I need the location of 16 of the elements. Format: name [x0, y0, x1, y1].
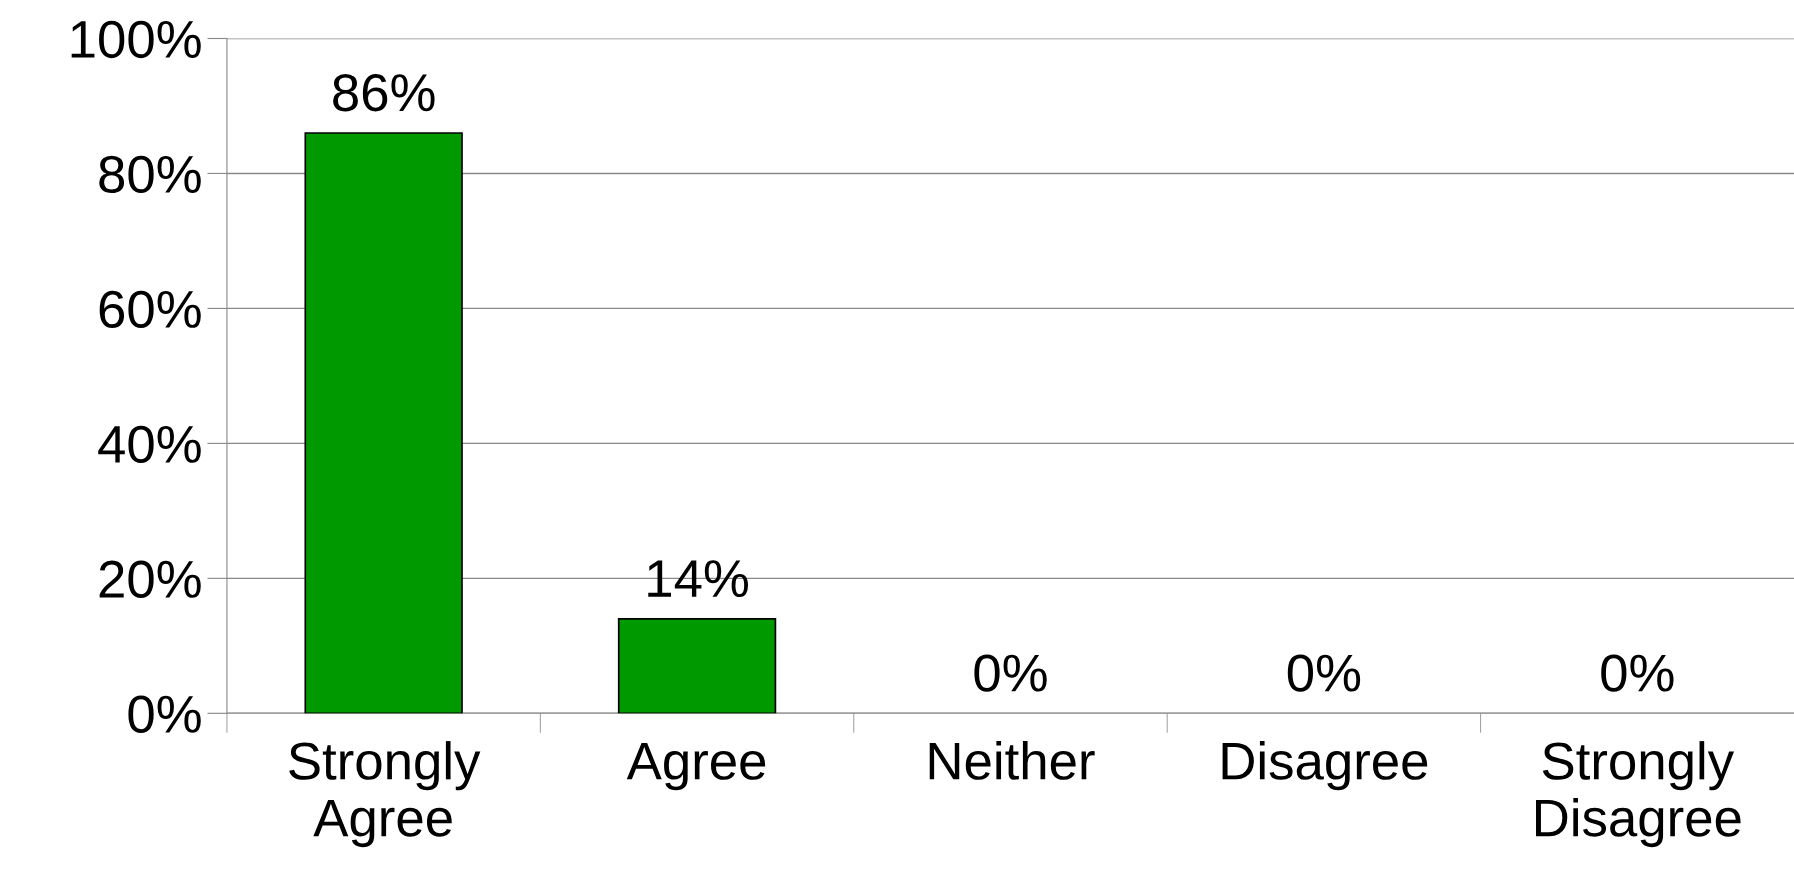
x-tick-label: Agree [626, 743, 766, 791]
data-label: 86% [333, 74, 435, 112]
x-tick-label: Strongly Disagree [1536, 741, 1741, 848]
y-tick-label: 0% [128, 695, 201, 733]
data-label: 0% [1601, 654, 1674, 692]
y-tick-label: 80% [99, 155, 201, 194]
x-tick-label: Neither [929, 741, 1095, 780]
y-tick-label: 100% [71, 20, 201, 59]
data-label: 14% [648, 560, 748, 598]
data-label: 0% [974, 654, 1047, 692]
y-tick-label: 60% [99, 290, 201, 329]
x-tick-label: Strongly Agree [289, 741, 481, 848]
y-tick-label: 20% [99, 560, 201, 598]
y-tick-label: 40% [98, 425, 201, 464]
x-tick-label: Disagree [1222, 741, 1428, 791]
data-label: 0% [1287, 654, 1361, 692]
